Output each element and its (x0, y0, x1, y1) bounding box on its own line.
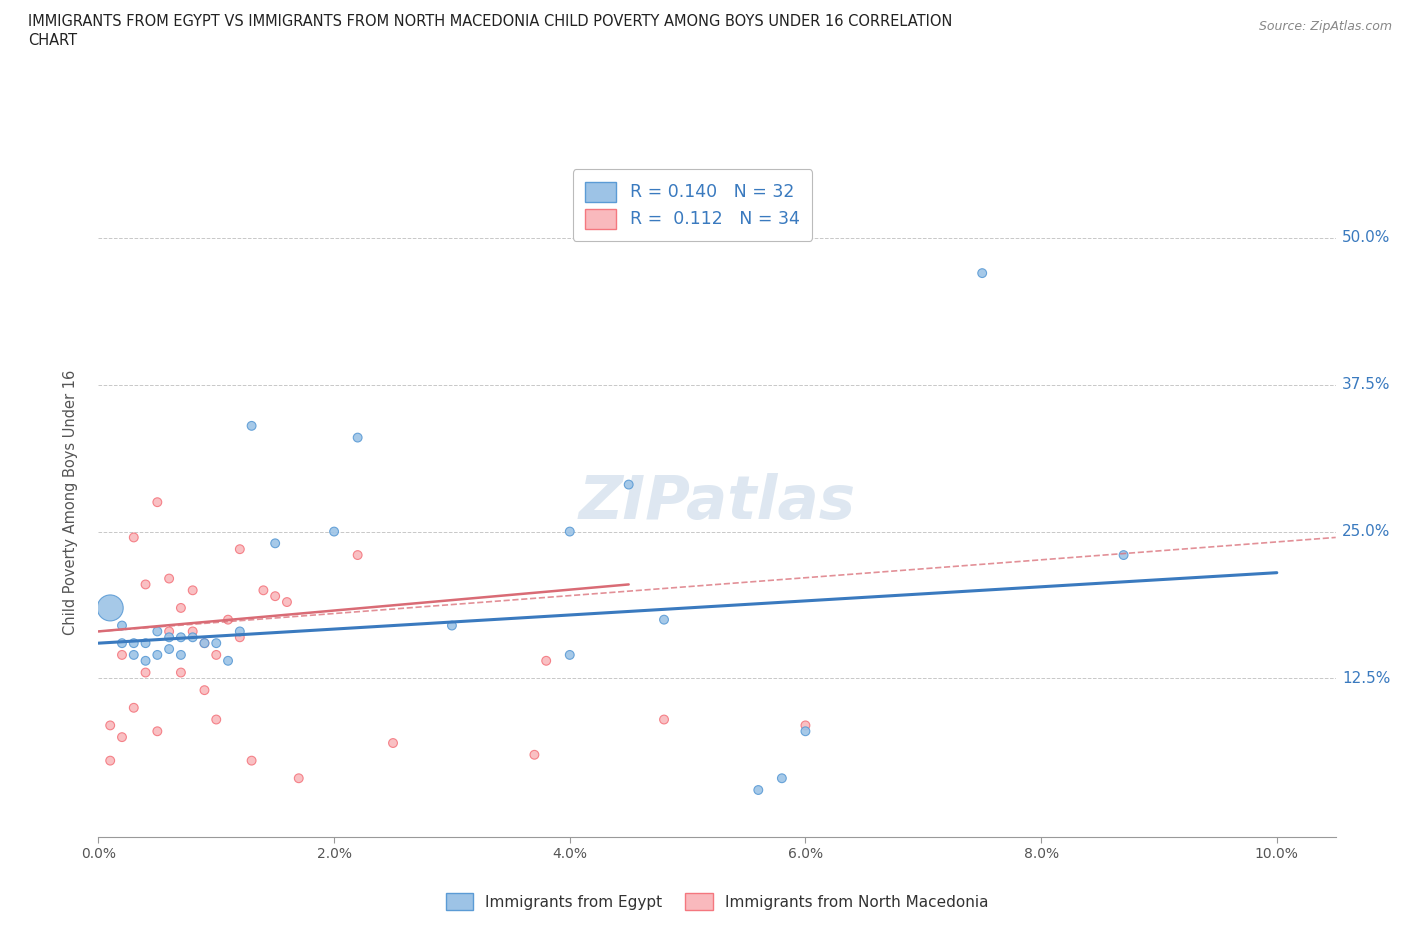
Point (523, 748, 546, 763)
Point (111, 730, 134, 745)
Point (146, 495, 169, 510)
Point (135, 577, 157, 591)
Point (217, 612, 239, 627)
Y-axis label: Child Poverty Among Boys Under 16: Child Poverty Among Boys Under 16 (63, 369, 77, 635)
Point (181, 630, 204, 644)
Point (122, 530, 145, 545)
Point (122, 636, 145, 651)
Point (794, 724, 817, 738)
Point (98, 753, 121, 768)
Point (157, 630, 180, 644)
Point (229, 630, 252, 644)
Point (205, 647, 228, 662)
Point (770, 771, 793, 786)
Point (146, 647, 169, 662)
Point (346, 431, 368, 445)
Point (157, 642, 180, 657)
Text: ZIPatlas: ZIPatlas (578, 472, 856, 532)
Point (181, 624, 204, 639)
Point (217, 654, 239, 669)
Point (240, 418, 263, 433)
Point (229, 624, 252, 639)
Point (111, 647, 134, 662)
Point (170, 647, 193, 662)
Point (157, 624, 180, 639)
Point (122, 700, 145, 715)
Point (323, 525, 346, 539)
Text: 12.5%: 12.5% (1341, 671, 1391, 686)
Point (193, 636, 215, 651)
Point (558, 647, 581, 662)
Point (276, 594, 298, 609)
Point (181, 583, 204, 598)
Point (193, 636, 215, 651)
Point (747, 782, 769, 797)
Point (346, 548, 368, 563)
Point (229, 542, 252, 557)
Point (122, 647, 145, 662)
Point (135, 654, 157, 669)
Point (170, 630, 193, 644)
Point (652, 712, 675, 727)
Text: CHART: CHART (28, 33, 77, 47)
Point (652, 612, 675, 627)
Point (382, 736, 405, 751)
Text: 25.0%: 25.0% (1341, 525, 1391, 539)
Point (146, 624, 169, 639)
Point (264, 536, 287, 551)
Point (972, 266, 994, 281)
Text: IMMIGRANTS FROM EGYPT VS IMMIGRANTS FROM NORTH MACEDONIA CHILD POVERTY AMONG BOY: IMMIGRANTS FROM EGYPT VS IMMIGRANTS FROM… (28, 14, 952, 29)
Point (193, 683, 215, 698)
Point (135, 636, 157, 651)
Point (1112, 548, 1135, 563)
Point (146, 724, 169, 738)
Point (558, 525, 581, 539)
Text: 37.5%: 37.5% (1341, 378, 1391, 392)
Point (170, 665, 193, 680)
Point (205, 712, 228, 727)
Point (205, 636, 228, 651)
Point (98, 718, 121, 733)
Point (287, 771, 309, 786)
Point (135, 665, 157, 680)
Point (98, 601, 121, 616)
Point (252, 583, 274, 598)
Point (157, 571, 180, 586)
Point (111, 618, 134, 633)
Point (170, 601, 193, 616)
Point (534, 654, 557, 669)
Point (440, 618, 463, 633)
Text: Source: ZipAtlas.com: Source: ZipAtlas.com (1258, 20, 1392, 33)
Point (240, 753, 263, 768)
Legend: Immigrants from Egypt, Immigrants from North Macedonia: Immigrants from Egypt, Immigrants from N… (440, 886, 994, 916)
Text: 50.0%: 50.0% (1341, 231, 1391, 246)
Point (264, 589, 287, 604)
Point (111, 636, 134, 651)
Point (794, 718, 817, 733)
Point (617, 477, 640, 492)
